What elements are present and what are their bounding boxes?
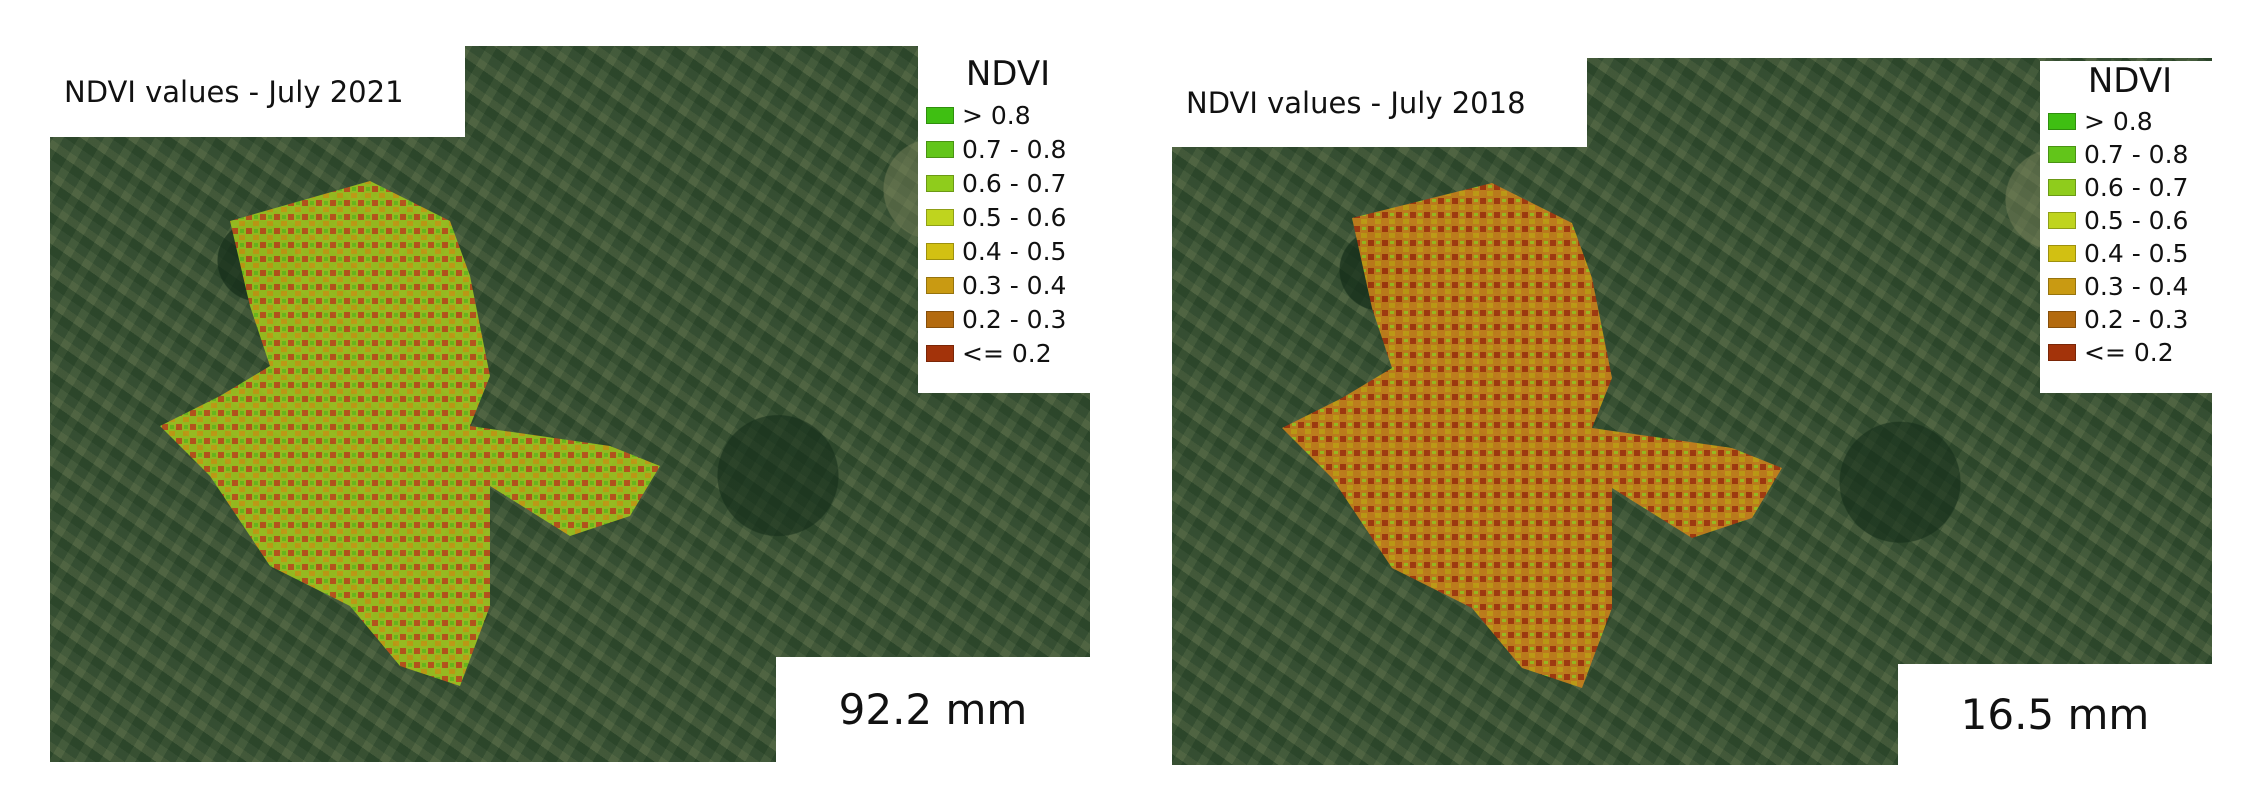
- legend-swatch: [926, 174, 954, 192]
- legend-item: 0.5 - 0.6: [2048, 204, 2212, 237]
- legend-label: <= 0.2: [962, 338, 1052, 368]
- legend-item: 0.2 - 0.3: [926, 302, 1090, 336]
- legend-item: 0.7 - 0.8: [926, 132, 1090, 166]
- legend-item: > 0.8: [2048, 105, 2212, 138]
- legend-title: NDVI: [965, 54, 1051, 94]
- ndvi-region-overlay: [160, 181, 660, 686]
- legend-item: 0.2 - 0.3: [2048, 303, 2212, 336]
- ndvi-legend: NDVI > 0.8 0.7 - 0.8 0.6 - 0.7 0.5 - 0.6 0.4…: [2040, 61, 2212, 393]
- legend-swatch: [926, 106, 954, 124]
- legend-item: 0.5 - 0.6: [926, 200, 1090, 234]
- legend-title: NDVI: [2087, 61, 2173, 101]
- map-title: NDVI values - July 2018: [1172, 58, 1587, 147]
- map-title: NDVI values - July 2021: [50, 46, 465, 137]
- legend-swatch: [926, 140, 954, 158]
- legend-label: <= 0.2: [2084, 338, 2174, 367]
- legend-item: 0.4 - 0.5: [926, 234, 1090, 268]
- legend-swatch: [2048, 113, 2076, 130]
- legend-label: 0.3 - 0.4: [962, 270, 1067, 300]
- legend-item: 0.3 - 0.4: [2048, 270, 2212, 303]
- legend-label: 0.6 - 0.7: [2084, 173, 2189, 202]
- legend-item: > 0.8: [926, 98, 1090, 132]
- ndvi-map-2018: NDVI values - July 2018 NDVI > 0.8 0.7 - …: [1172, 58, 2212, 765]
- legend-swatch: [2048, 245, 2076, 262]
- legend-label: 0.2 - 0.3: [2084, 305, 2189, 334]
- legend-swatch: [926, 242, 954, 260]
- ndvi-map-2021: NDVI values - July 2021 NDVI > 0.8 0.7 - …: [50, 46, 1090, 762]
- legend-swatch: [926, 310, 954, 328]
- legend-swatch: [2048, 278, 2076, 295]
- legend-item: 0.3 - 0.4: [926, 268, 1090, 302]
- legend-swatch: [2048, 146, 2076, 163]
- legend-label: 0.7 - 0.8: [2084, 140, 2189, 169]
- legend-item: <= 0.2: [2048, 336, 2212, 369]
- legend-label: > 0.8: [2084, 107, 2153, 136]
- legend-item: 0.6 - 0.7: [926, 166, 1090, 200]
- legend-swatch: [2048, 212, 2076, 229]
- legend-swatch: [926, 276, 954, 294]
- legend-swatch: [926, 344, 954, 362]
- legend-label: 0.7 - 0.8: [962, 134, 1067, 164]
- legend-item: <= 0.2: [926, 336, 1090, 370]
- legend-label: > 0.8: [962, 100, 1031, 130]
- legend-swatch: [2048, 311, 2076, 328]
- legend-label: 0.5 - 0.6: [962, 202, 1067, 232]
- legend-label: 0.4 - 0.5: [2084, 239, 2189, 268]
- legend-swatch: [926, 208, 954, 226]
- legend-label: 0.6 - 0.7: [962, 168, 1067, 198]
- legend-item: 0.6 - 0.7: [2048, 171, 2212, 204]
- legend-item: 0.4 - 0.5: [2048, 237, 2212, 270]
- precipitation-value: 16.5 mm: [1898, 664, 2212, 765]
- legend-swatch: [2048, 344, 2076, 361]
- legend-label: 0.3 - 0.4: [2084, 272, 2189, 301]
- legend-label: 0.5 - 0.6: [2084, 206, 2189, 235]
- ndvi-legend: NDVI > 0.8 0.7 - 0.8 0.6 - 0.7 0.5 - 0.6 0.4…: [918, 46, 1090, 393]
- ndvi-region-overlay: [1282, 183, 1782, 688]
- legend-label: 0.2 - 0.3: [962, 304, 1067, 334]
- legend-label: 0.4 - 0.5: [962, 236, 1067, 266]
- precipitation-value: 92.2 mm: [776, 657, 1090, 762]
- legend-swatch: [2048, 179, 2076, 196]
- legend-item: 0.7 - 0.8: [2048, 138, 2212, 171]
